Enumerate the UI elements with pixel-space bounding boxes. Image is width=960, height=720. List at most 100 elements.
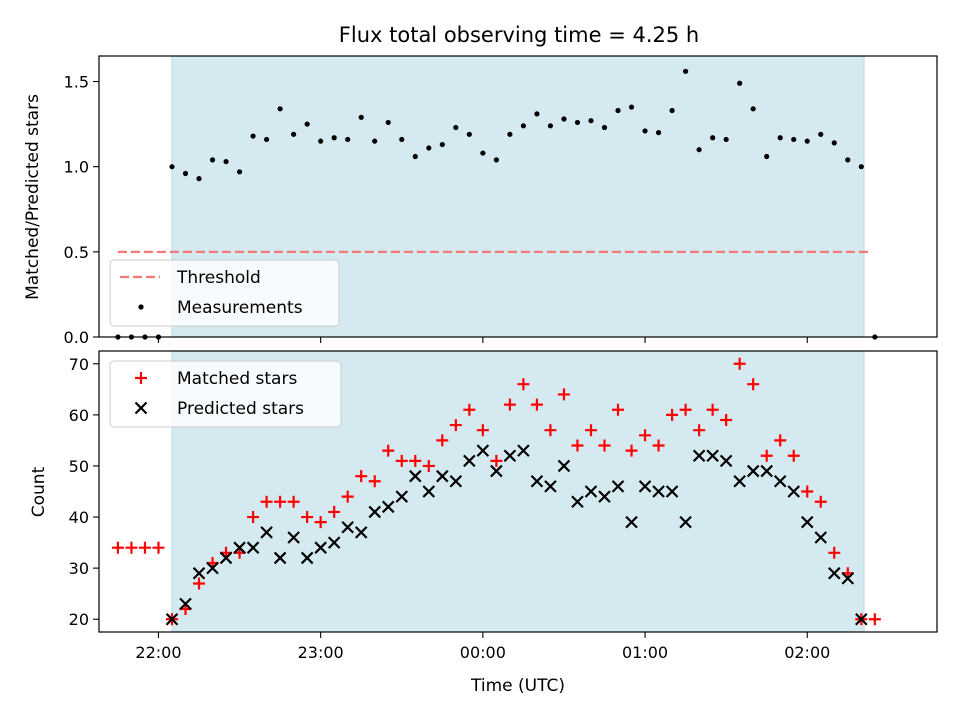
matched-point — [301, 511, 314, 524]
matched-point — [774, 434, 787, 447]
matched-point — [476, 424, 489, 437]
predicted-point — [395, 490, 409, 503]
measurement-point — [223, 158, 229, 165]
legend-matched-swatch — [135, 372, 147, 384]
predicted-point — [719, 454, 733, 468]
legend-entry: Predicted stars — [177, 399, 304, 419]
measurement-point — [412, 153, 418, 160]
measurement-point — [574, 119, 581, 126]
measurement-point — [520, 123, 527, 129]
measurement-point — [777, 135, 783, 141]
measurement-point — [818, 131, 824, 137]
matched-point — [463, 403, 476, 416]
predicted-point — [354, 526, 368, 539]
measurement-point — [426, 145, 432, 151]
predicted-point — [665, 485, 679, 498]
predicted-point — [841, 572, 855, 585]
matched-point — [382, 444, 395, 457]
matched-point — [341, 490, 354, 503]
measurement-point — [291, 131, 297, 137]
predicted-point — [233, 541, 246, 554]
predicted-point — [165, 612, 179, 626]
measurement-point — [642, 128, 648, 134]
measurement-point — [236, 169, 243, 175]
measurement-point — [507, 131, 513, 137]
measurement-point — [588, 118, 594, 124]
y-tick-label: 60 — [69, 406, 89, 425]
matched-point — [720, 413, 733, 426]
measurement-point — [466, 131, 472, 137]
measurement-point — [169, 164, 175, 170]
measurement-point — [345, 136, 351, 143]
matched-point — [557, 388, 570, 401]
measurement-point — [277, 106, 283, 112]
axes-frame — [98, 350, 938, 633]
matched-point — [679, 403, 692, 416]
measurement-point — [264, 136, 270, 143]
predicted-point — [557, 459, 571, 473]
predicted-point — [490, 464, 503, 478]
ratio-panel: 0.0 0.5 1.0 1.5 Threshold Measurements — [64, 55, 938, 347]
matched-point — [111, 541, 124, 554]
predicted-point — [652, 485, 665, 498]
predicted-point — [463, 454, 476, 468]
predicted-point — [706, 449, 719, 463]
predicted-point — [422, 485, 436, 498]
y-tick-label: 0.5 — [64, 243, 89, 262]
predicted-point — [544, 480, 557, 493]
predicted-point — [625, 515, 638, 529]
matched-point — [260, 495, 273, 508]
x-tick-label: 22:00 — [135, 643, 181, 662]
predicted-point — [449, 475, 463, 488]
predicted-point — [773, 475, 787, 488]
y-tick-label: 70 — [69, 355, 89, 374]
predicted-point — [800, 515, 814, 529]
series-matched-stars — [111, 357, 881, 626]
matched-point — [125, 541, 138, 554]
x-tick-label: 00:00 — [460, 643, 506, 662]
matched-point — [612, 403, 625, 416]
predicted-point — [584, 485, 598, 498]
measurement-point — [791, 136, 797, 143]
predicted-point — [517, 444, 530, 457]
y-tick-label: 40 — [69, 508, 89, 527]
measurement-point — [182, 170, 189, 177]
predicted-point — [571, 495, 584, 508]
y-tick-label: 50 — [69, 457, 89, 476]
matched-point — [544, 424, 557, 437]
measurement-point — [480, 150, 486, 156]
predicted-point — [260, 526, 273, 539]
measurement-point — [358, 114, 364, 120]
measurement-point — [858, 164, 864, 170]
measurement-point — [669, 107, 675, 114]
matched-point — [584, 424, 597, 437]
measurement-point — [318, 138, 324, 144]
predicted-point — [611, 480, 625, 493]
x-tick-label: 23:00 — [298, 643, 344, 662]
measurement-point — [209, 157, 216, 163]
predicted-point — [368, 505, 382, 519]
matched-point — [625, 444, 638, 457]
bottom-y-axis-label: Count — [29, 466, 49, 517]
predicted-point — [300, 551, 314, 565]
y-tick-label: 0.0 — [64, 328, 89, 347]
measurement-point — [385, 119, 391, 126]
measurement-point — [534, 111, 540, 117]
measurement-point — [628, 104, 635, 110]
legend-entry: Measurements — [177, 298, 303, 318]
predicted-point — [855, 612, 868, 626]
matched-point — [787, 449, 800, 462]
y-tick-label: 1.0 — [64, 158, 89, 177]
matched-point — [598, 439, 611, 452]
matched-point — [814, 495, 827, 508]
predicted-point — [598, 490, 611, 503]
predicted-point — [827, 566, 841, 580]
measurement-point — [845, 157, 851, 163]
predicted-point — [476, 444, 490, 457]
matched-point — [193, 577, 206, 590]
matched-point — [355, 470, 368, 483]
predicted-point — [733, 475, 746, 488]
measurement-point — [804, 138, 810, 144]
matched-point — [639, 429, 652, 442]
